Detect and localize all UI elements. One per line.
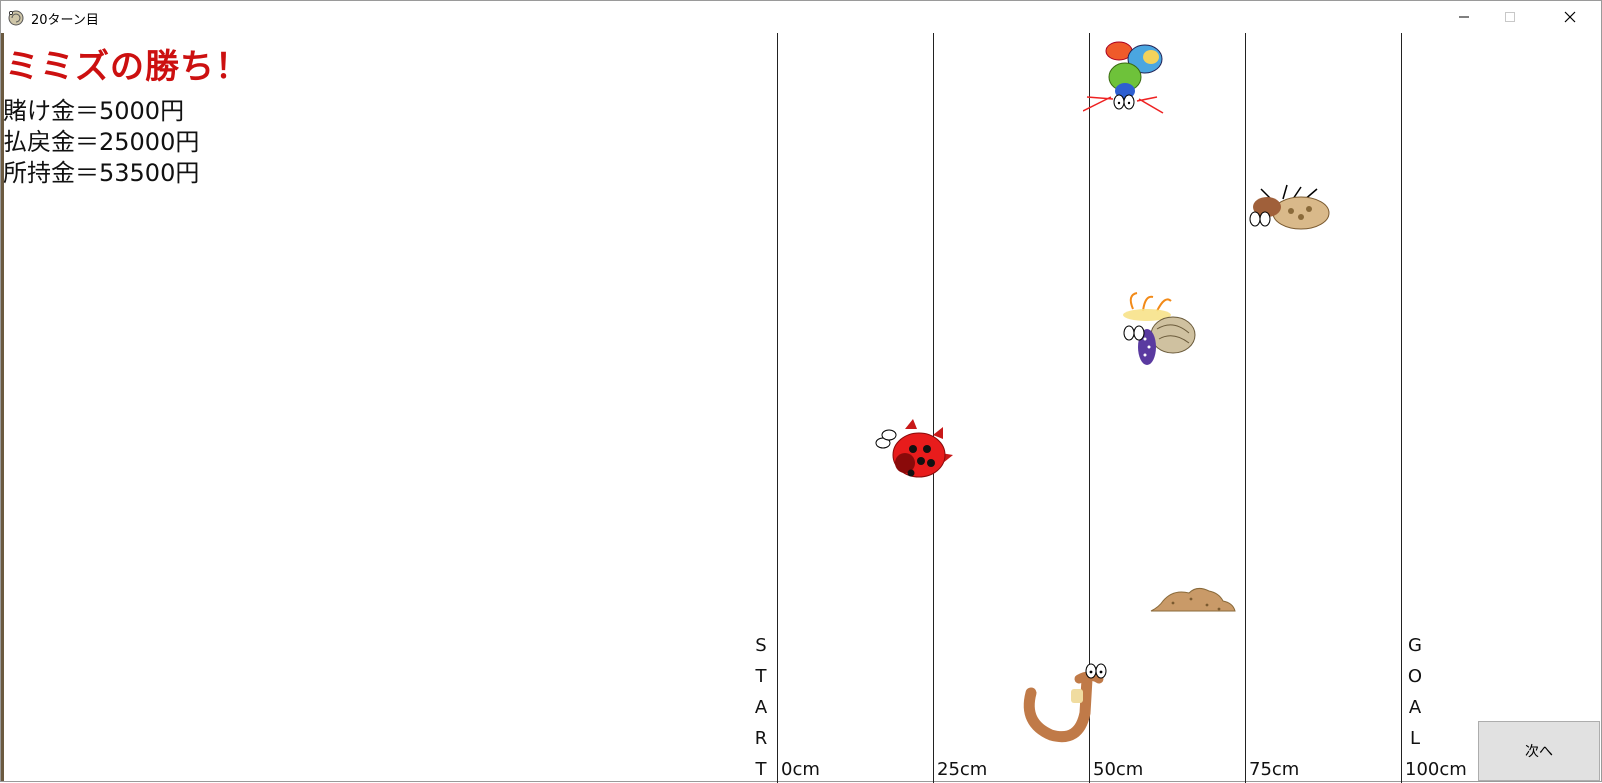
distance-marker: 25cm: [937, 759, 988, 780]
goal-letter: L: [1409, 728, 1421, 749]
close-button[interactable]: [1547, 1, 1593, 33]
start-letter: T: [755, 666, 767, 687]
start-letter: R: [754, 728, 768, 749]
bet-amount: 賭け金＝5000円: [3, 97, 185, 125]
distance-marker: 100cm: [1405, 759, 1467, 780]
window-title: 20ターン目: [31, 13, 99, 28]
lane-line-100: [1401, 33, 1402, 783]
lane-line-0: [777, 33, 778, 783]
lane-line-75: [1245, 33, 1246, 783]
goal-letter: A: [1408, 697, 1422, 718]
start-letter: T: [755, 759, 767, 780]
goal-letter: G: [1408, 635, 1422, 656]
maximize-icon: [1505, 12, 1515, 22]
app-snail-icon: [7, 9, 24, 26]
next-button[interactable]: 次へ: [1478, 721, 1600, 781]
start-letter: A: [754, 697, 768, 718]
window-edge-strip: [1, 33, 4, 781]
title-bar: 20ターン目: [1, 1, 1601, 33]
result-headline: ミミズの勝ち！: [5, 47, 250, 87]
beetle-icon: [1243, 181, 1335, 249]
balance-amount: 所持金＝53500円: [3, 159, 200, 187]
minimize-button[interactable]: [1441, 1, 1487, 33]
earthworm-icon: [1021, 663, 1113, 757]
start-letter: S: [755, 635, 767, 656]
minimize-icon: [1459, 16, 1469, 18]
ladybug-icon: [875, 419, 961, 497]
distance-marker: 50cm: [1093, 759, 1144, 780]
dirt-mound-icon: [1149, 583, 1239, 623]
payout-amount: 払戻金＝25000円: [3, 128, 200, 156]
goal-letter: O: [1407, 666, 1423, 687]
mantis-shrimp-icon: [1082, 39, 1183, 123]
lane-line-25: [933, 33, 934, 783]
distance-marker: 0cm: [781, 759, 820, 780]
close-icon: [1564, 11, 1576, 23]
sea-slug-icon: [1111, 289, 1207, 383]
maximize-button[interactable]: [1487, 1, 1533, 33]
lane-line-50: [1089, 33, 1090, 783]
distance-marker: 75cm: [1249, 759, 1300, 780]
